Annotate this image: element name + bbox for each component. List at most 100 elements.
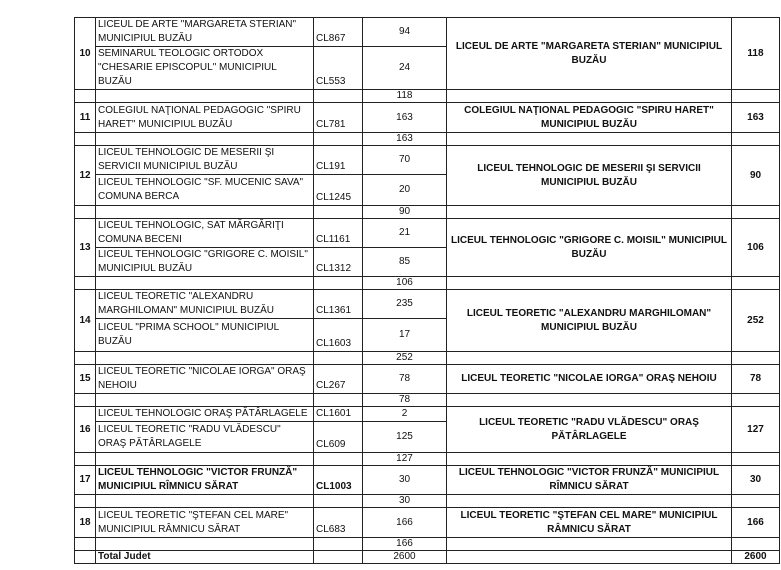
subtotal-row: 118 bbox=[74, 89, 780, 103]
subtotal-value: 166 bbox=[362, 537, 447, 551]
school-name: LICEUL TEHNOLOGIC "GRIGORE C. MOISIL" MU… bbox=[95, 247, 314, 277]
empty-cell bbox=[313, 537, 363, 551]
table-row: 16 LICEUL TEHNOLOGIC ORAŞ PĂTÂRLAGELE CL16… bbox=[74, 406, 780, 453]
row-number: 18 bbox=[74, 507, 96, 538]
school-value: 21 bbox=[362, 218, 447, 248]
school-value: 94 bbox=[362, 17, 447, 47]
subtotal-row: 78 bbox=[74, 393, 780, 407]
empty-cell bbox=[313, 452, 363, 466]
empty-cell bbox=[446, 89, 732, 103]
merged-school-name: LICEUL TEORETIC "ŞTEFAN CEL MARE" MUNICI… bbox=[446, 507, 732, 538]
empty-cell bbox=[731, 132, 780, 146]
empty-cell bbox=[731, 89, 780, 103]
school-code: CL1245 bbox=[313, 174, 363, 206]
school-code: CL609 bbox=[313, 421, 363, 453]
merged-total: 30 bbox=[731, 465, 780, 495]
school-name: LICEUL TEORETIC "ŞTEFAN CEL MARE" MUNICI… bbox=[95, 507, 314, 538]
table-row: LICEUL TEHNOLOGIC "SF. MUCENIC SAVA" COM… bbox=[75, 174, 780, 206]
school-name: LICEUL TEORETIC "ALEXANDRU MARGHILOMAN" … bbox=[95, 289, 314, 319]
empty-cell bbox=[74, 494, 96, 508]
empty-cell bbox=[74, 89, 96, 103]
table-row: LICEUL TEHNOLOGIC "GRIGORE C. MOISIL" MU… bbox=[75, 247, 780, 277]
school-value: 24 bbox=[362, 46, 447, 90]
empty-cell bbox=[446, 452, 732, 466]
empty-cell bbox=[731, 205, 780, 219]
row-number: 17 bbox=[74, 465, 96, 495]
school-code: CL867 bbox=[313, 17, 363, 47]
empty-cell bbox=[731, 276, 780, 290]
empty-cell bbox=[313, 550, 363, 564]
row-number: 14 bbox=[74, 289, 96, 352]
school-name: LICEUL TEORETIC "RADU VLĂDESCU" ORAŞ PĂT… bbox=[95, 421, 314, 453]
empty-cell bbox=[74, 276, 96, 290]
merged-school-name: LICEUL TEHNOLOGIC "VICTOR FRUNZĂ" MUNICI… bbox=[446, 465, 732, 495]
subtotal-value: 78 bbox=[362, 393, 447, 407]
subtotal-value: 252 bbox=[362, 351, 447, 365]
table-row: 18 LICEUL TEORETIC "ŞTEFAN CEL MARE" MUNI… bbox=[74, 507, 780, 538]
school-value: 78 bbox=[362, 364, 447, 394]
empty-cell bbox=[95, 537, 314, 551]
empty-cell bbox=[74, 550, 96, 564]
row-number: 16 bbox=[74, 406, 96, 453]
empty-cell bbox=[95, 494, 314, 508]
empty-cell bbox=[74, 132, 96, 146]
empty-cell bbox=[95, 89, 314, 103]
row-number: 15 bbox=[74, 364, 96, 394]
subtotal-row: 30 bbox=[74, 494, 780, 508]
empty-cell bbox=[95, 132, 314, 146]
total-value: 2600 bbox=[362, 550, 447, 564]
merged-total: 163 bbox=[731, 102, 780, 133]
school-value: 163 bbox=[362, 102, 447, 133]
merged-total: 118 bbox=[731, 17, 780, 90]
merged-total: 106 bbox=[731, 218, 780, 277]
merged-school-name: LICEUL TEORETIC "NICOLAE IORGA" ORAŞ NEH… bbox=[446, 364, 732, 394]
subtotal-value: 127 bbox=[362, 452, 447, 466]
empty-cell bbox=[731, 537, 780, 551]
row-number: 12 bbox=[74, 145, 96, 206]
empty-cell bbox=[95, 276, 314, 290]
empty-cell bbox=[95, 205, 314, 219]
school-value: 30 bbox=[362, 465, 447, 495]
empty-cell bbox=[731, 452, 780, 466]
table-row: 11 COLEGIUL NAŢIONAL PEDAGOGIC "SPIRU HAR… bbox=[74, 102, 780, 133]
total-label: Total Judet bbox=[95, 550, 314, 564]
empty-cell bbox=[313, 393, 363, 407]
school-code: CL1361 bbox=[313, 289, 363, 319]
merged-total: 252 bbox=[731, 289, 780, 352]
grand-total: 2600 bbox=[731, 550, 780, 564]
school-value: 70 bbox=[362, 145, 447, 175]
empty-cell bbox=[446, 393, 732, 407]
school-name: LICEUL TEORETIC "NICOLAE IORGA" ORAŞ NEH… bbox=[95, 364, 314, 394]
table-row: SEMINARUL TEOLOGIC ORTODOX "CHESARIE EPI… bbox=[75, 46, 780, 90]
subtotal-row: 106 bbox=[74, 276, 780, 290]
table-row: 10 LICEUL DE ARTE "MARGARETA STERIAN" MUN… bbox=[74, 17, 780, 90]
total-row: Total Judet 2600 2600 bbox=[74, 550, 780, 564]
empty-cell bbox=[95, 393, 314, 407]
empty-cell bbox=[731, 494, 780, 508]
empty-cell bbox=[446, 550, 732, 564]
school-code: CL1161 bbox=[313, 218, 363, 248]
table-row: 12 LICEUL TEHNOLOGIC DE MESERII ŞI SERVIC… bbox=[74, 145, 780, 206]
empty-cell bbox=[446, 132, 732, 146]
subtotal-value: 118 bbox=[362, 89, 447, 103]
row-number: 13 bbox=[74, 218, 96, 277]
school-name: LICEUL TEHNOLOGIC ORAŞ PĂTÂRLAGELE bbox=[95, 406, 314, 422]
subtotal-row: 163 bbox=[74, 132, 780, 146]
table-row: LICEUL TEORETIC "RADU VLĂDESCU" ORAŞ PĂT… bbox=[75, 421, 780, 453]
merged-total: 78 bbox=[731, 364, 780, 394]
school-value: 20 bbox=[362, 174, 447, 206]
empty-cell bbox=[74, 205, 96, 219]
school-name: SEMINARUL TEOLOGIC ORTODOX "CHESARIE EPI… bbox=[95, 46, 314, 90]
subtotal-value: 106 bbox=[362, 276, 447, 290]
subtotal-row: 127 bbox=[74, 452, 780, 466]
merged-total: 90 bbox=[731, 145, 780, 206]
empty-cell bbox=[446, 494, 732, 508]
school-name: LICEUL "PRIMA SCHOOL" MUNICIPIUL BUZĂU bbox=[95, 318, 314, 352]
school-code: CL191 bbox=[313, 145, 363, 175]
empty-cell bbox=[95, 351, 314, 365]
empty-cell bbox=[313, 494, 363, 508]
school-code: CL781 bbox=[313, 102, 363, 133]
empty-cell bbox=[313, 205, 363, 219]
school-code: CL1312 bbox=[313, 247, 363, 277]
empty-cell bbox=[446, 351, 732, 365]
